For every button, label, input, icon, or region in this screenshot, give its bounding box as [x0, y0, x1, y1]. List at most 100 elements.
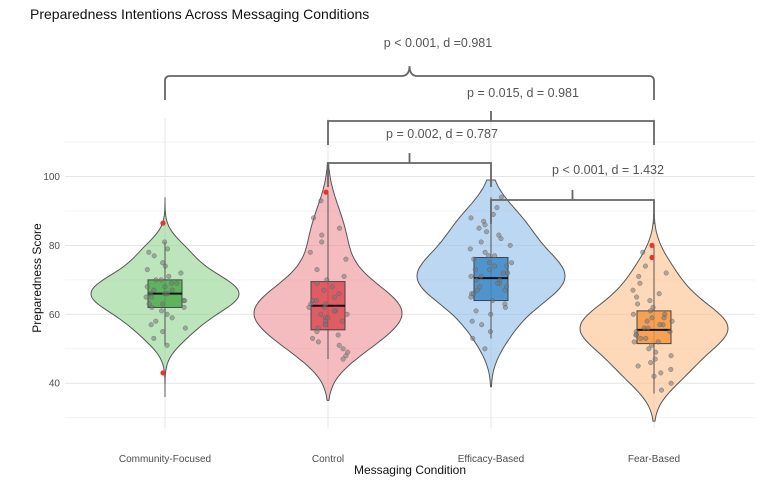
- outlier-point: [649, 254, 655, 261]
- data-point: [151, 287, 157, 293]
- data-point: [343, 353, 349, 359]
- data-point: [509, 260, 515, 266]
- data-point: [339, 318, 345, 324]
- chart-title: Preparedness Intentions Across Messaging…: [30, 6, 369, 22]
- data-point: [640, 249, 646, 255]
- data-point: [477, 284, 483, 290]
- significance-brackets: p < 0.001, d =0.981 p = 0.015, d = 0.981 p…: [164, 36, 664, 224]
- data-point: [321, 304, 327, 310]
- data-point: [645, 325, 651, 331]
- data-point: [657, 322, 663, 328]
- data-point: [340, 346, 346, 352]
- data-point: [343, 256, 349, 262]
- data-point: [470, 335, 476, 341]
- data-point: [322, 322, 329, 328]
- data-point: [331, 308, 337, 314]
- violins: [90, 162, 729, 422]
- data-point: [182, 325, 188, 331]
- data-point: [321, 287, 327, 293]
- data-point: [492, 253, 498, 259]
- data-point: [151, 335, 157, 341]
- data-point: [487, 267, 493, 273]
- y-tick-label: 40: [49, 379, 61, 390]
- data-point: [492, 263, 498, 269]
- data-point: [471, 256, 477, 262]
- data-point: [483, 229, 490, 235]
- data-point: [309, 335, 316, 341]
- data-point: [181, 304, 187, 310]
- data-point: [159, 308, 165, 314]
- bracket-0: [164, 65, 655, 100]
- data-point: [166, 273, 172, 279]
- data-point: [646, 346, 652, 352]
- data-point: [485, 253, 492, 259]
- data-point: [648, 360, 654, 366]
- data-point: [487, 329, 494, 335]
- data-point: [642, 263, 648, 269]
- data-point: [149, 304, 155, 310]
- data-point: [658, 370, 664, 376]
- x-tick-label: Efficacy-Based: [458, 454, 525, 465]
- data-point: [668, 380, 674, 386]
- data-point: [472, 267, 478, 273]
- data-point: [649, 315, 655, 321]
- data-point: [169, 315, 175, 321]
- outlier-point: [160, 370, 166, 376]
- data-point: [668, 366, 674, 372]
- data-point: [631, 339, 637, 345]
- data-point: [164, 342, 170, 348]
- data-point: [638, 335, 644, 341]
- outlier-point: [160, 220, 166, 226]
- data-point: [653, 349, 659, 355]
- bracket-2: [327, 153, 492, 187]
- outlier-point: [323, 189, 329, 195]
- y-tick-label: 100: [43, 172, 60, 183]
- data-point: [319, 232, 325, 238]
- data-point: [336, 225, 343, 231]
- data-point: [498, 236, 504, 242]
- data-point: [470, 291, 476, 297]
- data-point: [478, 239, 484, 245]
- data-point: [164, 311, 170, 317]
- x-axis-title: Messaging Condition: [354, 463, 466, 477]
- data-point: [647, 298, 653, 304]
- data-point: [329, 284, 335, 290]
- data-point: [637, 280, 643, 286]
- data-point: [148, 322, 154, 328]
- data-point: [162, 239, 168, 245]
- x-axis-ticks: Community-Focused Control Efficacy-Based Fe…: [119, 454, 680, 465]
- data-point: [315, 339, 321, 345]
- data-point: [651, 373, 657, 379]
- data-point: [655, 339, 661, 345]
- data-point: [478, 273, 484, 279]
- data-point: [144, 267, 150, 273]
- data-point: [314, 280, 320, 286]
- data-point: [482, 222, 488, 228]
- data-point: [174, 280, 180, 286]
- data-point: [630, 287, 636, 293]
- data-point: [486, 260, 492, 266]
- data-point: [495, 280, 501, 286]
- data-point: [500, 270, 506, 276]
- data-point: [468, 294, 474, 300]
- data-point: [658, 387, 665, 393]
- outlier-point: [649, 242, 655, 248]
- data-point: [663, 270, 669, 276]
- data-point: [504, 263, 510, 269]
- data-point: [178, 270, 184, 276]
- data-point: [473, 308, 479, 314]
- y-tick-label: 60: [49, 310, 61, 321]
- data-point: [490, 298, 496, 304]
- data-point: [325, 315, 331, 321]
- data-point: [314, 267, 320, 273]
- data-point: [341, 273, 347, 279]
- data-point: [162, 284, 168, 290]
- x-tick-label: Community-Focused: [119, 454, 211, 465]
- bracket-label: p = 0.002, d = 0.787: [386, 127, 498, 141]
- data-point: [153, 318, 159, 324]
- y-axis-ticks: 40 60 80 100: [43, 172, 60, 390]
- data-point: [668, 353, 674, 359]
- data-point: [634, 294, 640, 300]
- data-point: [148, 294, 154, 300]
